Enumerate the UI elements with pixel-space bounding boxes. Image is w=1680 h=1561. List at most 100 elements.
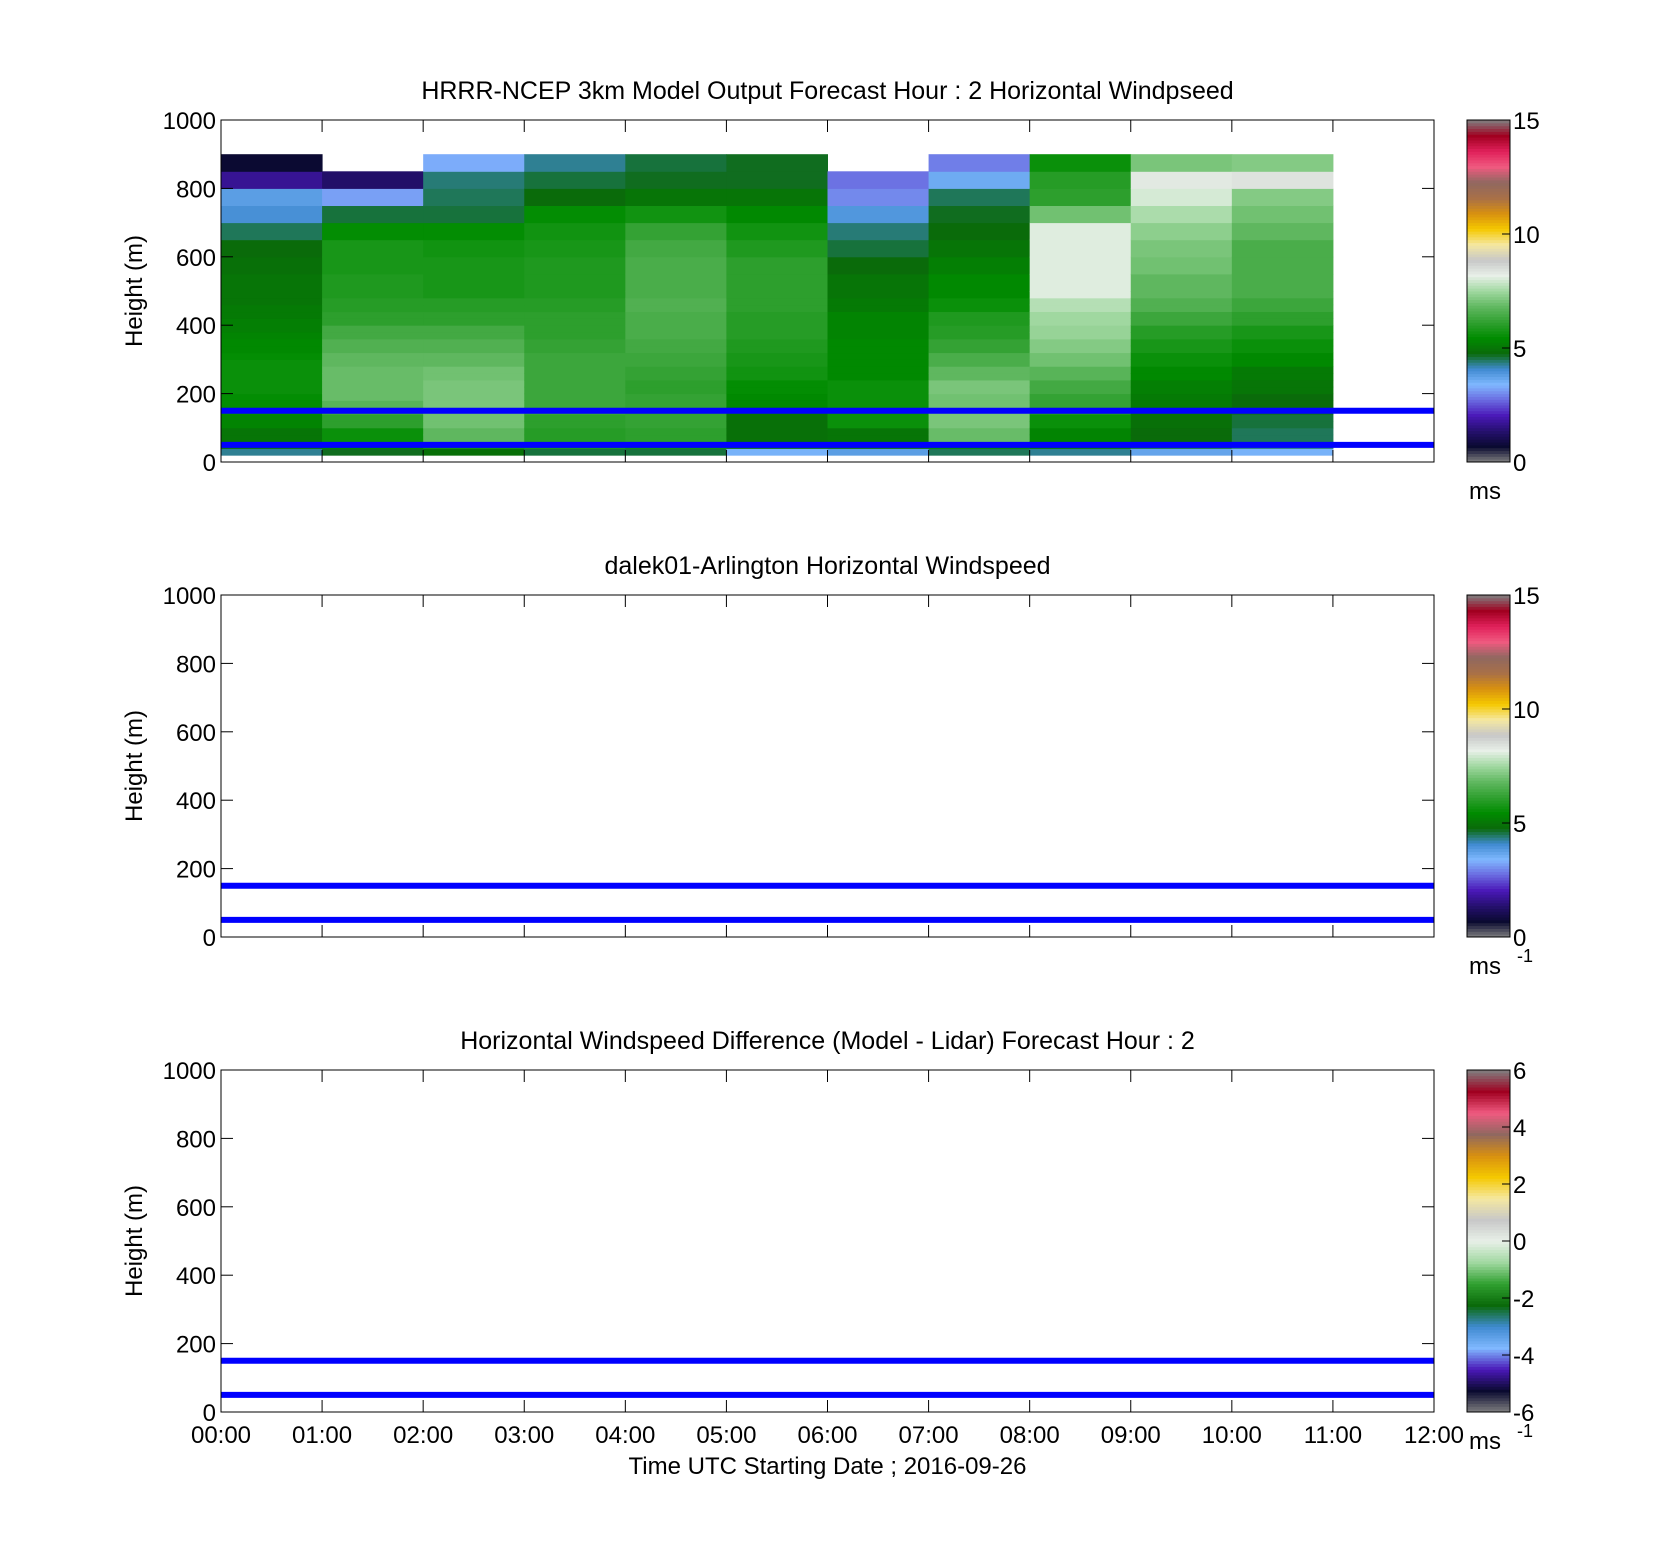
heatmap-cell — [1130, 304, 1233, 313]
heatmap-cell — [625, 318, 727, 326]
colorbar-segment — [1467, 356, 1510, 360]
y-tick-label: 0 — [203, 1400, 216, 1427]
heatmap-cell — [524, 427, 626, 436]
heatmap-cell — [524, 400, 626, 408]
heatmap-cell — [423, 239, 525, 258]
colorbar-segment — [1467, 424, 1510, 429]
heatmap-cell — [524, 338, 626, 347]
colorbar-segment — [1467, 1298, 1510, 1302]
colorbar-tick-label: 5 — [1513, 811, 1526, 838]
heatmap-cell — [423, 345, 525, 354]
heatmap-cell — [423, 188, 525, 206]
heatmap-cell — [423, 414, 525, 422]
colorbar-segment — [1467, 1280, 1510, 1285]
colorbar-segment — [1467, 657, 1510, 662]
colorbar-tick-label: 0 — [1513, 925, 1526, 952]
colorbar-segment — [1467, 350, 1510, 355]
heatmap-cell — [1029, 154, 1132, 172]
heatmap-cell — [1130, 338, 1233, 347]
colorbar-segment — [1467, 1144, 1510, 1148]
colorbar-segment — [1467, 139, 1510, 144]
heatmap-cell — [524, 434, 626, 442]
colorbar-frame — [1466, 594, 1511, 938]
colorbar-segment — [1467, 444, 1510, 449]
x-tick-label: 07:00 — [899, 1422, 959, 1449]
colorbar-segment — [1467, 367, 1510, 372]
colorbar-segment — [1467, 202, 1510, 206]
heatmap-cell — [221, 373, 323, 381]
colorbar-segment — [1467, 1169, 1510, 1174]
colorbar-segment — [1467, 436, 1510, 440]
heatmap-cell — [827, 256, 930, 275]
heatmap-cell — [1130, 325, 1233, 333]
heatmap-cell — [1231, 366, 1334, 374]
colorbar-segment — [1467, 794, 1510, 798]
colorbar-unit: ms — [1469, 953, 1501, 980]
colorbar-segment — [1467, 1295, 1510, 1299]
heatmap-cell — [726, 373, 828, 381]
colorbar-segment — [1467, 680, 1510, 684]
colorbar-segment — [1467, 256, 1510, 261]
colorbar-segment — [1467, 262, 1510, 266]
colorbar-segment — [1467, 766, 1510, 770]
colorbar-segment — [1467, 671, 1510, 676]
heatmap-cell — [928, 256, 1031, 275]
heatmap-cell — [726, 359, 828, 367]
colorbar-segment — [1467, 1309, 1510, 1313]
colorbar-segment — [1467, 1246, 1510, 1251]
colorbar-segment — [1467, 319, 1510, 323]
colorbar-segment — [1467, 862, 1510, 867]
colorbar-segment — [1467, 1101, 1510, 1105]
colorbar-segment — [1467, 459, 1510, 463]
heatmap-cell — [928, 297, 1031, 306]
colorbar-segment — [1467, 1258, 1510, 1262]
heatmap-cell — [1029, 256, 1132, 275]
heatmap-cell — [322, 205, 424, 224]
colorbar-segment — [1467, 654, 1510, 659]
heatmap-cell — [1231, 222, 1334, 241]
colorbar-segment — [1467, 1406, 1510, 1410]
heatmap-cell — [423, 427, 525, 436]
colorbar-segment — [1467, 142, 1510, 147]
colorbar-segment — [1467, 259, 1510, 263]
colorbar-segment — [1467, 1132, 1510, 1137]
colorbar-segment — [1467, 1072, 1510, 1077]
heatmap-cell — [827, 171, 930, 189]
colorbar-segment — [1467, 720, 1510, 724]
heatmap-cell — [322, 297, 424, 306]
heatmap-cell — [928, 171, 1031, 189]
panel-3: Horizontal Windspeed Difference (Model -… — [121, 1027, 1534, 1480]
colorbar-segment — [1467, 430, 1510, 434]
colorbar-segment — [1467, 348, 1510, 352]
colorbar-segment — [1467, 709, 1510, 713]
heatmap-cell — [928, 379, 1031, 388]
colorbar-segment — [1467, 677, 1510, 681]
heatmap-cell — [827, 448, 930, 456]
heatmap-cell — [423, 304, 525, 313]
colorbar-segment — [1467, 760, 1510, 764]
heatmap-cell — [625, 420, 727, 429]
heatmap-cell — [524, 448, 626, 456]
colorbar-segment — [1467, 1135, 1510, 1139]
colorbar-segment — [1467, 179, 1510, 184]
colorbar-segment — [1467, 1363, 1510, 1367]
heatmap-cell — [1029, 448, 1132, 456]
colorbar-segment — [1467, 1320, 1510, 1325]
colorbar-segment — [1467, 330, 1510, 335]
heatmap-cell — [827, 386, 930, 395]
colorbar-segment — [1467, 450, 1510, 454]
colorbar-segment — [1467, 823, 1510, 827]
heatmap-cell — [726, 400, 828, 408]
colorbar-segment — [1467, 911, 1510, 915]
colorbar-tick-label: 0 — [1513, 1229, 1526, 1256]
colorbar-segment — [1467, 1386, 1510, 1390]
colorbar-segment — [1467, 851, 1510, 855]
colorbar-segment — [1467, 1292, 1510, 1296]
heatmap-cell — [1231, 171, 1334, 189]
colorbar-segment — [1467, 1346, 1510, 1350]
colorbar-segment — [1467, 214, 1510, 218]
colorbar-segment — [1467, 666, 1510, 670]
colorbar-segment — [1467, 1349, 1510, 1353]
panel-title: dalek01-Arlington Horizontal Windspeed — [604, 552, 1050, 580]
heatmap-cell — [928, 427, 1031, 436]
